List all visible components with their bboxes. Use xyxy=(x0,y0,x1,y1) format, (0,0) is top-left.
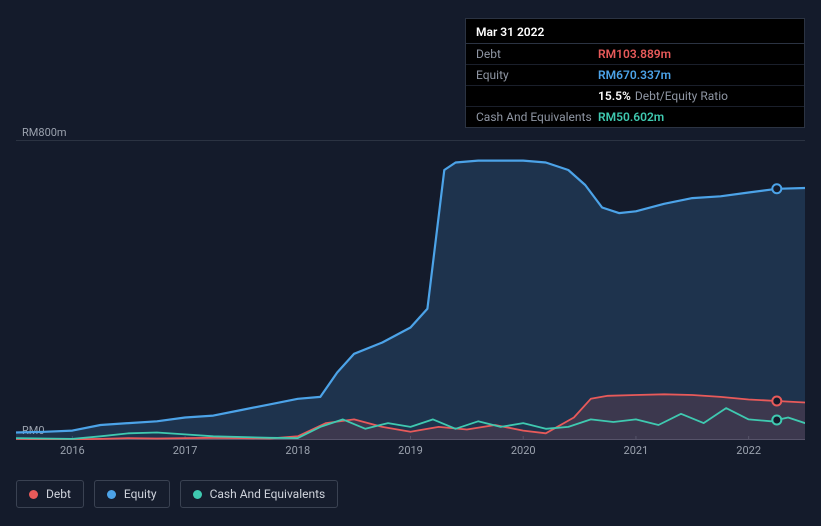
legend-label-debt: Debt xyxy=(46,487,71,501)
legend-item-debt[interactable]: Debt xyxy=(16,480,84,508)
x-tick-label: 2018 xyxy=(285,444,310,457)
legend-dot-debt xyxy=(29,490,38,499)
legend: Debt Equity Cash And Equivalents xyxy=(16,480,338,508)
x-tick-label: 2017 xyxy=(173,444,198,457)
tooltip-row-cash: Cash And Equivalents RM50.602m xyxy=(466,107,804,127)
tooltip-label-equity: Equity xyxy=(476,68,598,82)
x-tick-label: 2016 xyxy=(60,444,85,457)
tooltip-ratio: 15.5% Debt/Equity Ratio xyxy=(598,89,728,103)
time-series-chart[interactable] xyxy=(16,140,805,440)
tooltip-row-debt: Debt RM103.889m xyxy=(466,44,804,65)
tooltip-row-equity: Equity RM670.337m xyxy=(466,65,804,86)
tooltip-ratio-pct: 15.5% xyxy=(598,89,631,103)
chart-panel: { "background_color": "#141b2b", "chart"… xyxy=(0,0,821,526)
x-tick-label: 2022 xyxy=(736,444,761,457)
legend-label-cash: Cash And Equivalents xyxy=(210,487,326,501)
tooltip-value-cash: RM50.602m xyxy=(598,110,664,124)
tooltip-ratio-label: Debt/Equity Ratio xyxy=(635,89,728,103)
x-tick-label: 2019 xyxy=(398,444,423,457)
legend-dot-equity xyxy=(107,490,116,499)
legend-item-cash[interactable]: Cash And Equivalents xyxy=(180,480,339,508)
legend-label-equity: Equity xyxy=(124,487,157,501)
chart-tooltip: Mar 31 2022 Debt RM103.889m Equity RM670… xyxy=(465,18,805,128)
tooltip-row-ratio: 15.5% Debt/Equity Ratio xyxy=(466,86,804,107)
tooltip-date: Mar 31 2022 xyxy=(466,19,804,44)
tooltip-label-debt: Debt xyxy=(476,47,598,61)
y-axis-top-label: RM800m xyxy=(22,126,67,139)
legend-item-equity[interactable]: Equity xyxy=(94,480,170,508)
tooltip-label-ratio-spacer xyxy=(476,89,598,103)
tooltip-label-cash: Cash And Equivalents xyxy=(476,110,598,124)
x-tick-label: 2020 xyxy=(511,444,536,457)
tooltip-value-debt: RM103.889m xyxy=(598,47,671,61)
x-tick-label: 2021 xyxy=(624,444,649,457)
legend-dot-cash xyxy=(193,490,202,499)
x-axis: 2016 2017 2018 2019 2020 2021 2022 xyxy=(16,444,805,462)
tooltip-value-equity: RM670.337m xyxy=(598,68,671,82)
